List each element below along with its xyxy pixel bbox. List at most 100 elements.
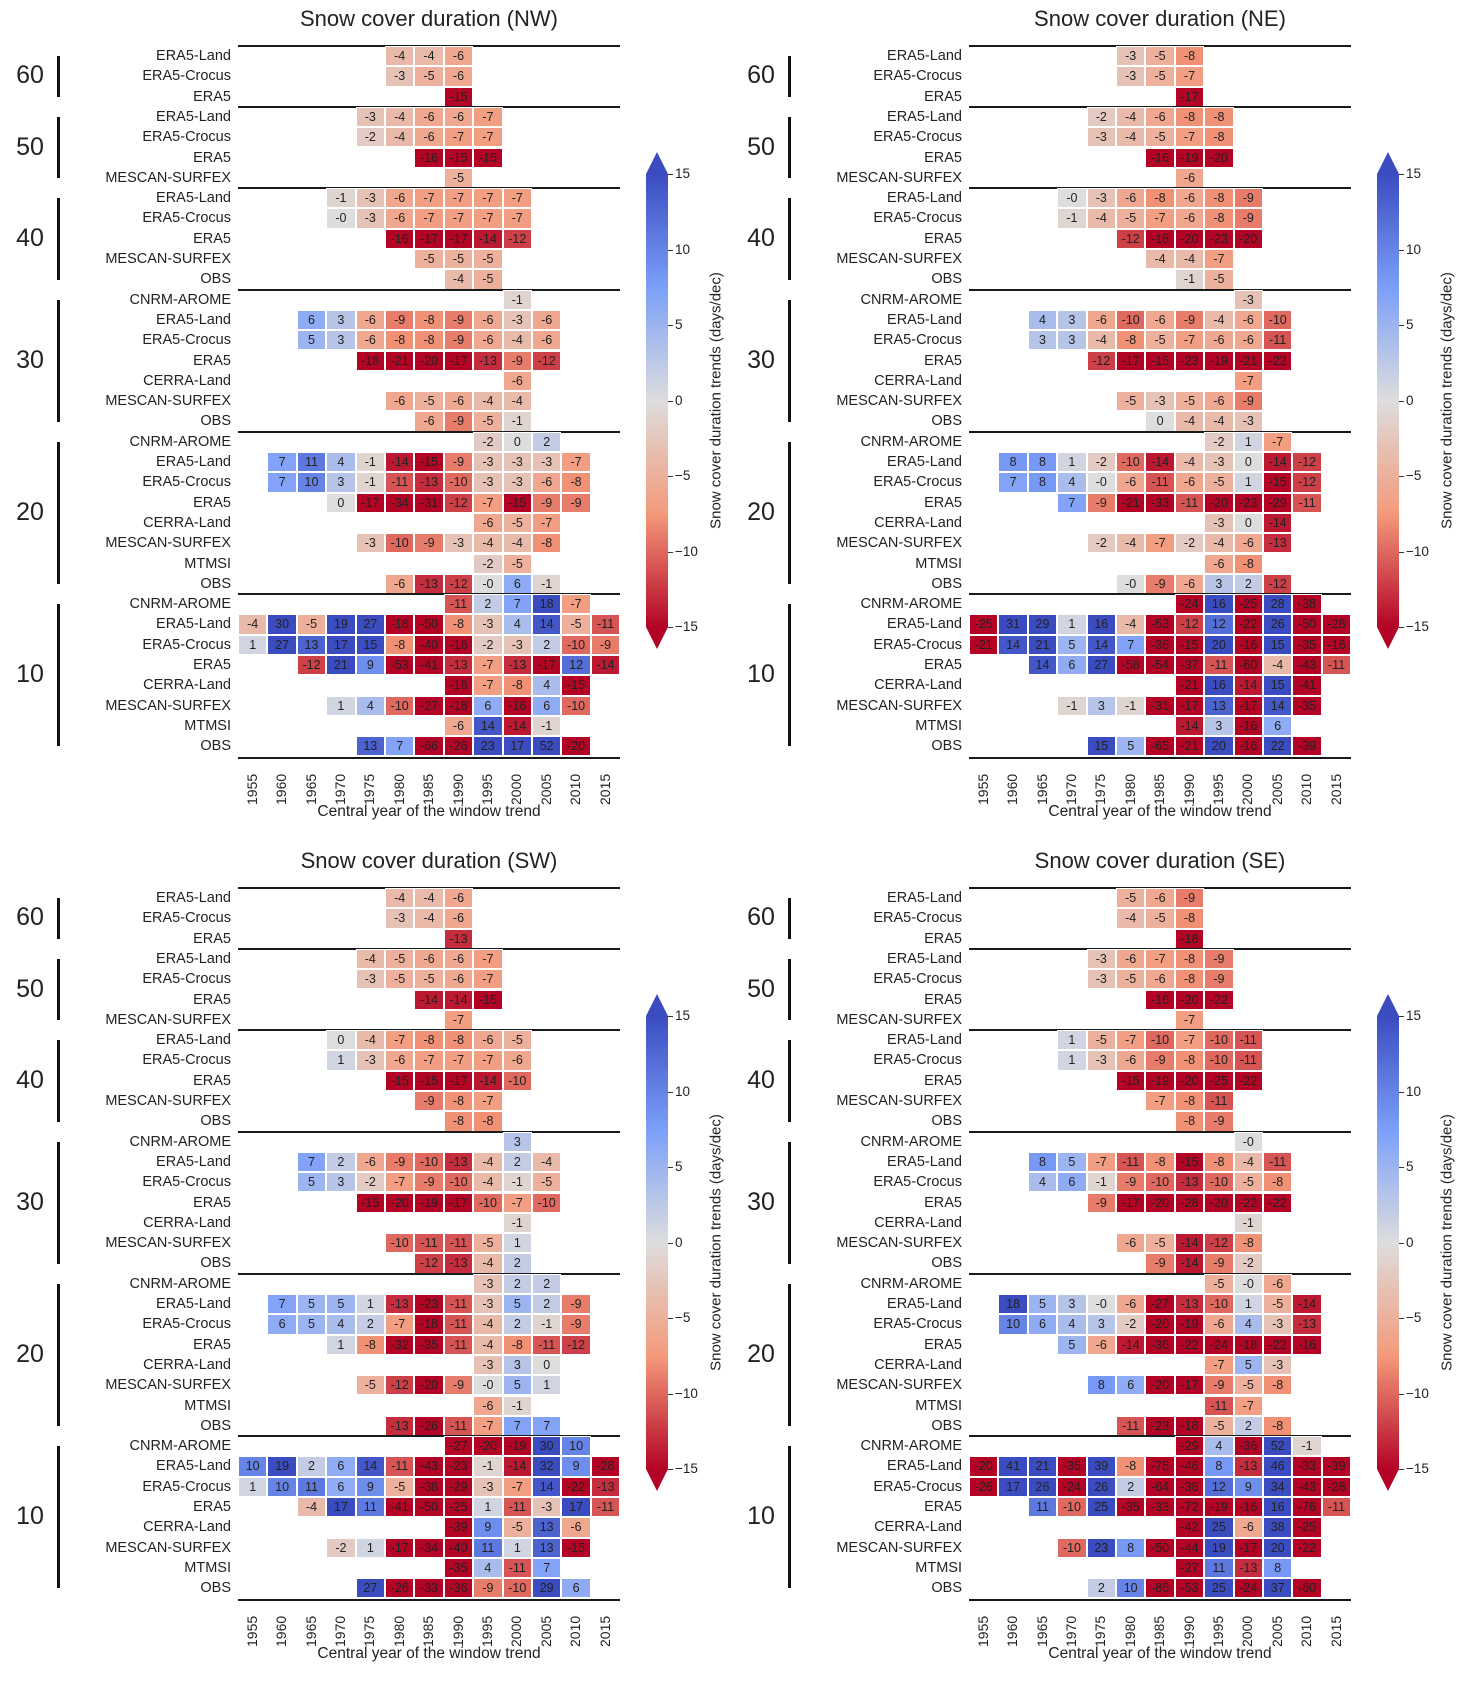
row-label: ERA5-Crocus bbox=[142, 210, 231, 227]
heatmap-cell: 8 bbox=[1027, 452, 1058, 473]
heatmap-cell: -3 bbox=[1086, 1050, 1116, 1071]
heatmap-cell: -6 bbox=[1116, 1294, 1146, 1315]
group-bracket bbox=[788, 1040, 791, 1122]
heatmap-cell: 3 bbox=[326, 472, 356, 493]
heatmap-cell: -25 bbox=[443, 1497, 474, 1518]
heatmap-cell: -1 bbox=[502, 1395, 532, 1416]
heatmap-cell: -27 bbox=[414, 695, 444, 716]
heatmap-cell: -50 bbox=[414, 614, 444, 635]
heatmap-cell: 16 bbox=[1086, 614, 1116, 635]
heatmap-cell: 2 bbox=[1233, 573, 1263, 595]
colorbar-extend-max bbox=[1377, 152, 1399, 174]
heatmap-cell: 46 bbox=[1263, 1456, 1293, 1477]
heatmap-cell: -76 bbox=[1292, 1497, 1322, 1518]
heatmap-cell: -7 bbox=[443, 188, 474, 209]
row-label: ERA5-Crocus bbox=[142, 971, 231, 988]
heatmap-cell: 6 bbox=[1027, 1314, 1058, 1335]
row-label: CNRM-AROME bbox=[860, 433, 963, 450]
row-label: ERA5-Land bbox=[156, 311, 231, 328]
row-label: MTMSI bbox=[184, 1397, 231, 1414]
heatmap-cell: -1 bbox=[532, 715, 562, 737]
colorbar-tick-mark bbox=[1399, 249, 1404, 251]
heatmap-cell: -6 bbox=[532, 472, 562, 493]
heatmap-cell: 2 bbox=[296, 1456, 327, 1477]
heatmap-cell: 52 bbox=[532, 736, 562, 757]
row-label: ERA5-Land bbox=[887, 1153, 962, 1170]
row-label: ERA5-Crocus bbox=[142, 129, 231, 146]
heatmap-cell: 5 bbox=[296, 330, 327, 351]
heatmap-cell: 19 bbox=[267, 1456, 297, 1477]
heatmap-cell: -8 bbox=[473, 1111, 503, 1132]
heatmap-cell: -3 bbox=[355, 969, 385, 990]
heatmap-cell: 1 bbox=[1057, 614, 1087, 635]
heatmap-cell: -43 bbox=[1292, 655, 1322, 676]
heatmap-cell: -16 bbox=[443, 634, 474, 655]
heatmap-cell: -10 bbox=[561, 634, 591, 655]
heatmap-cell: -13 bbox=[1233, 1456, 1263, 1477]
x-tick-label: 2005 bbox=[1268, 1615, 1285, 1647]
heatmap-cell: -3 bbox=[502, 309, 532, 331]
heatmap-cell: -23 bbox=[1174, 350, 1205, 371]
colorbar-tick-label: 5 bbox=[1406, 317, 1414, 332]
heatmap-cell: -29 bbox=[443, 1476, 474, 1497]
heatmap-cell: -17 bbox=[532, 655, 562, 676]
colorbar-tick-label: −10 bbox=[675, 543, 698, 559]
row-label: ERA5 bbox=[924, 494, 962, 511]
heatmap-cell: 27 bbox=[355, 1578, 385, 1599]
heatmap-cell: 10 bbox=[1116, 1578, 1146, 1599]
heatmap-cell: -5 bbox=[1204, 269, 1234, 290]
row-label: CERRA-Land bbox=[143, 514, 231, 531]
heatmap-cell: -12 bbox=[502, 228, 532, 249]
heatmap-cell: -12 bbox=[1116, 228, 1146, 249]
heatmap-cell: -2 bbox=[1086, 106, 1116, 128]
heatmap-cell: 15 bbox=[1086, 736, 1116, 757]
x-tick-label: 2005 bbox=[537, 1615, 554, 1647]
heatmap-cell: -9 bbox=[1086, 1192, 1116, 1213]
group-label: 60 bbox=[747, 903, 775, 932]
row-label: ERA5-Land bbox=[887, 48, 962, 64]
heatmap-cell: -6 bbox=[1145, 888, 1175, 909]
heatmap-cell: -10 bbox=[502, 1578, 532, 1599]
heatmap-cell: -9 bbox=[532, 492, 562, 513]
heatmap-cell: -5 bbox=[473, 249, 503, 270]
colorbar-tick-mark bbox=[1399, 1393, 1404, 1395]
heatmap-cell: 41 bbox=[998, 1456, 1028, 1477]
row-label: ERA5-Crocus bbox=[873, 332, 962, 349]
heatmap-cell: -22 bbox=[1233, 614, 1263, 635]
x-tick-label: 2015 bbox=[596, 773, 613, 805]
heatmap-cell: 8 bbox=[1116, 1537, 1146, 1558]
colorbar-tick-label: 10 bbox=[1406, 241, 1422, 257]
heatmap-cell: 10 bbox=[267, 1476, 297, 1497]
heatmap-cell: -7 bbox=[443, 208, 474, 229]
heatmap-cell: -25 bbox=[1292, 1517, 1322, 1538]
heatmap-cell: -29 bbox=[1263, 492, 1293, 513]
heatmap-cell: -3 bbox=[443, 533, 474, 554]
heatmap-cell: -18 bbox=[443, 695, 474, 716]
group-label: 30 bbox=[747, 1187, 775, 1216]
group-bracket bbox=[57, 198, 60, 280]
heatmap-cell: 4 bbox=[1233, 1314, 1263, 1335]
row-label: MESCAN-SURFEX bbox=[836, 1377, 962, 1394]
heatmap-cell: 3 bbox=[1057, 309, 1087, 331]
heatmap-cell: -12 bbox=[1086, 350, 1116, 371]
colorbar-tick-mark bbox=[668, 1242, 673, 1244]
x-tick-label: 1980 bbox=[390, 1615, 407, 1647]
x-tick-label: 1975 bbox=[361, 773, 378, 805]
group-label: 40 bbox=[16, 1065, 44, 1094]
heatmap-cell: -4 bbox=[1204, 533, 1234, 554]
group-separator bbox=[969, 288, 1352, 291]
colorbar-extend-max bbox=[1377, 994, 1399, 1016]
heatmap-cell: -4 bbox=[1233, 1151, 1263, 1173]
heatmap-cell: -2 bbox=[1086, 533, 1116, 554]
heatmap-cell: -5 bbox=[1116, 208, 1146, 229]
heatmap-cell: -7 bbox=[1174, 330, 1205, 351]
heatmap-cell: -18 bbox=[414, 1314, 444, 1335]
row-label: ERA5-Land bbox=[156, 1458, 231, 1475]
heatmap-cell: -10 bbox=[385, 695, 415, 716]
heatmap-cell: 5 bbox=[296, 1172, 327, 1193]
heatmap-cell: -7 bbox=[1145, 948, 1175, 970]
heatmap-cell: -6 bbox=[385, 208, 415, 229]
heatmap-cell: -6 bbox=[502, 1050, 532, 1071]
panel-title: Snow cover duration (SE) bbox=[1034, 848, 1286, 873]
heatmap-cell: -11 bbox=[1292, 492, 1322, 513]
